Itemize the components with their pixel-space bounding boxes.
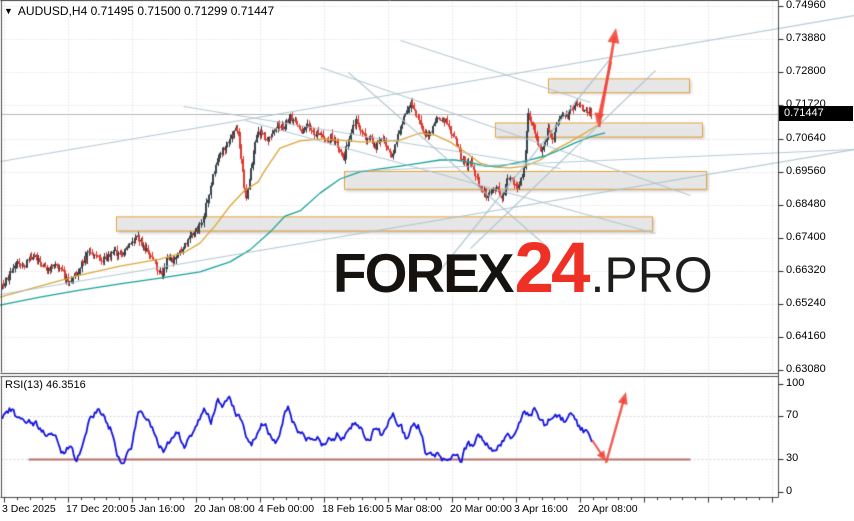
watermark-pro-text: .PRO <box>590 247 713 303</box>
symbol-ohlc-text: AUDUSD,H4 0.71495 0.71500 0.71299 0.7144… <box>17 4 275 18</box>
price-axis-tick-label: 0.67400 <box>786 230 826 243</box>
rsi-axis-tick-label: 100 <box>786 376 805 389</box>
rsi-axis-tick-label: 0 <box>786 484 793 497</box>
price-axis-tick-label: 0.74960 <box>786 0 826 11</box>
time-axis-tick-label: 5 Jan 16:00 <box>130 503 185 515</box>
current-price-badge: 0.71447 <box>779 106 853 121</box>
time-axis-tick-label: 18 Feb 16:00 <box>322 503 384 515</box>
watermark-24-text: 24 <box>514 229 590 308</box>
time-axis-tick-label: 20 Apr 08:00 <box>578 503 638 515</box>
time-axis-tick-label: 3 Apr 16:00 <box>514 503 568 515</box>
time-axis-tick-label: 20 Mar 00:00 <box>450 503 512 515</box>
rsi-axis-tick-label: 70 <box>786 408 799 421</box>
chevron-down-icon[interactable]: ▼ <box>4 5 13 16</box>
time-axis-tick-label: 4 Feb 00:00 <box>258 503 315 515</box>
price-axis-tick-label: 0.71720 <box>786 98 826 111</box>
symbol-title-bar: ▼ AUDUSD,H4 0.71495 0.71500 0.71299 0.71… <box>4 4 274 18</box>
price-axis-tick-label: 0.65240 <box>786 297 826 310</box>
price-axis-tick-label: 0.66320 <box>786 264 826 277</box>
price-axis-tick-label: 0.72800 <box>786 65 826 78</box>
time-axis-tick-label: 20 Jan 08:00 <box>194 503 255 515</box>
time-axis-tick-label: 5 Mar 08:00 <box>386 503 443 515</box>
watermark-forex-text: FOREX <box>333 242 514 304</box>
price-axis-tick-label: 0.68480 <box>786 197 826 210</box>
price-axis-tick-label: 0.73880 <box>786 32 826 45</box>
time-axis-tick-label: 17 Dec 20:00 <box>66 503 129 515</box>
rsi-indicator-label: RSI(13) 46.3516 <box>5 379 86 391</box>
price-axis-tick-label: 0.69560 <box>786 164 826 177</box>
time-axis-tick-label: 3 Dec 2025 <box>2 503 56 515</box>
forex24pro-watermark: FOREX 24 .PRO <box>333 233 713 304</box>
price-axis-tick-label: 0.63080 <box>786 363 826 376</box>
rsi-axis-tick-label: 30 <box>786 452 799 465</box>
price-axis-tick-label: 0.64160 <box>786 330 826 343</box>
price-axis-tick-label: 0.70640 <box>786 131 826 144</box>
